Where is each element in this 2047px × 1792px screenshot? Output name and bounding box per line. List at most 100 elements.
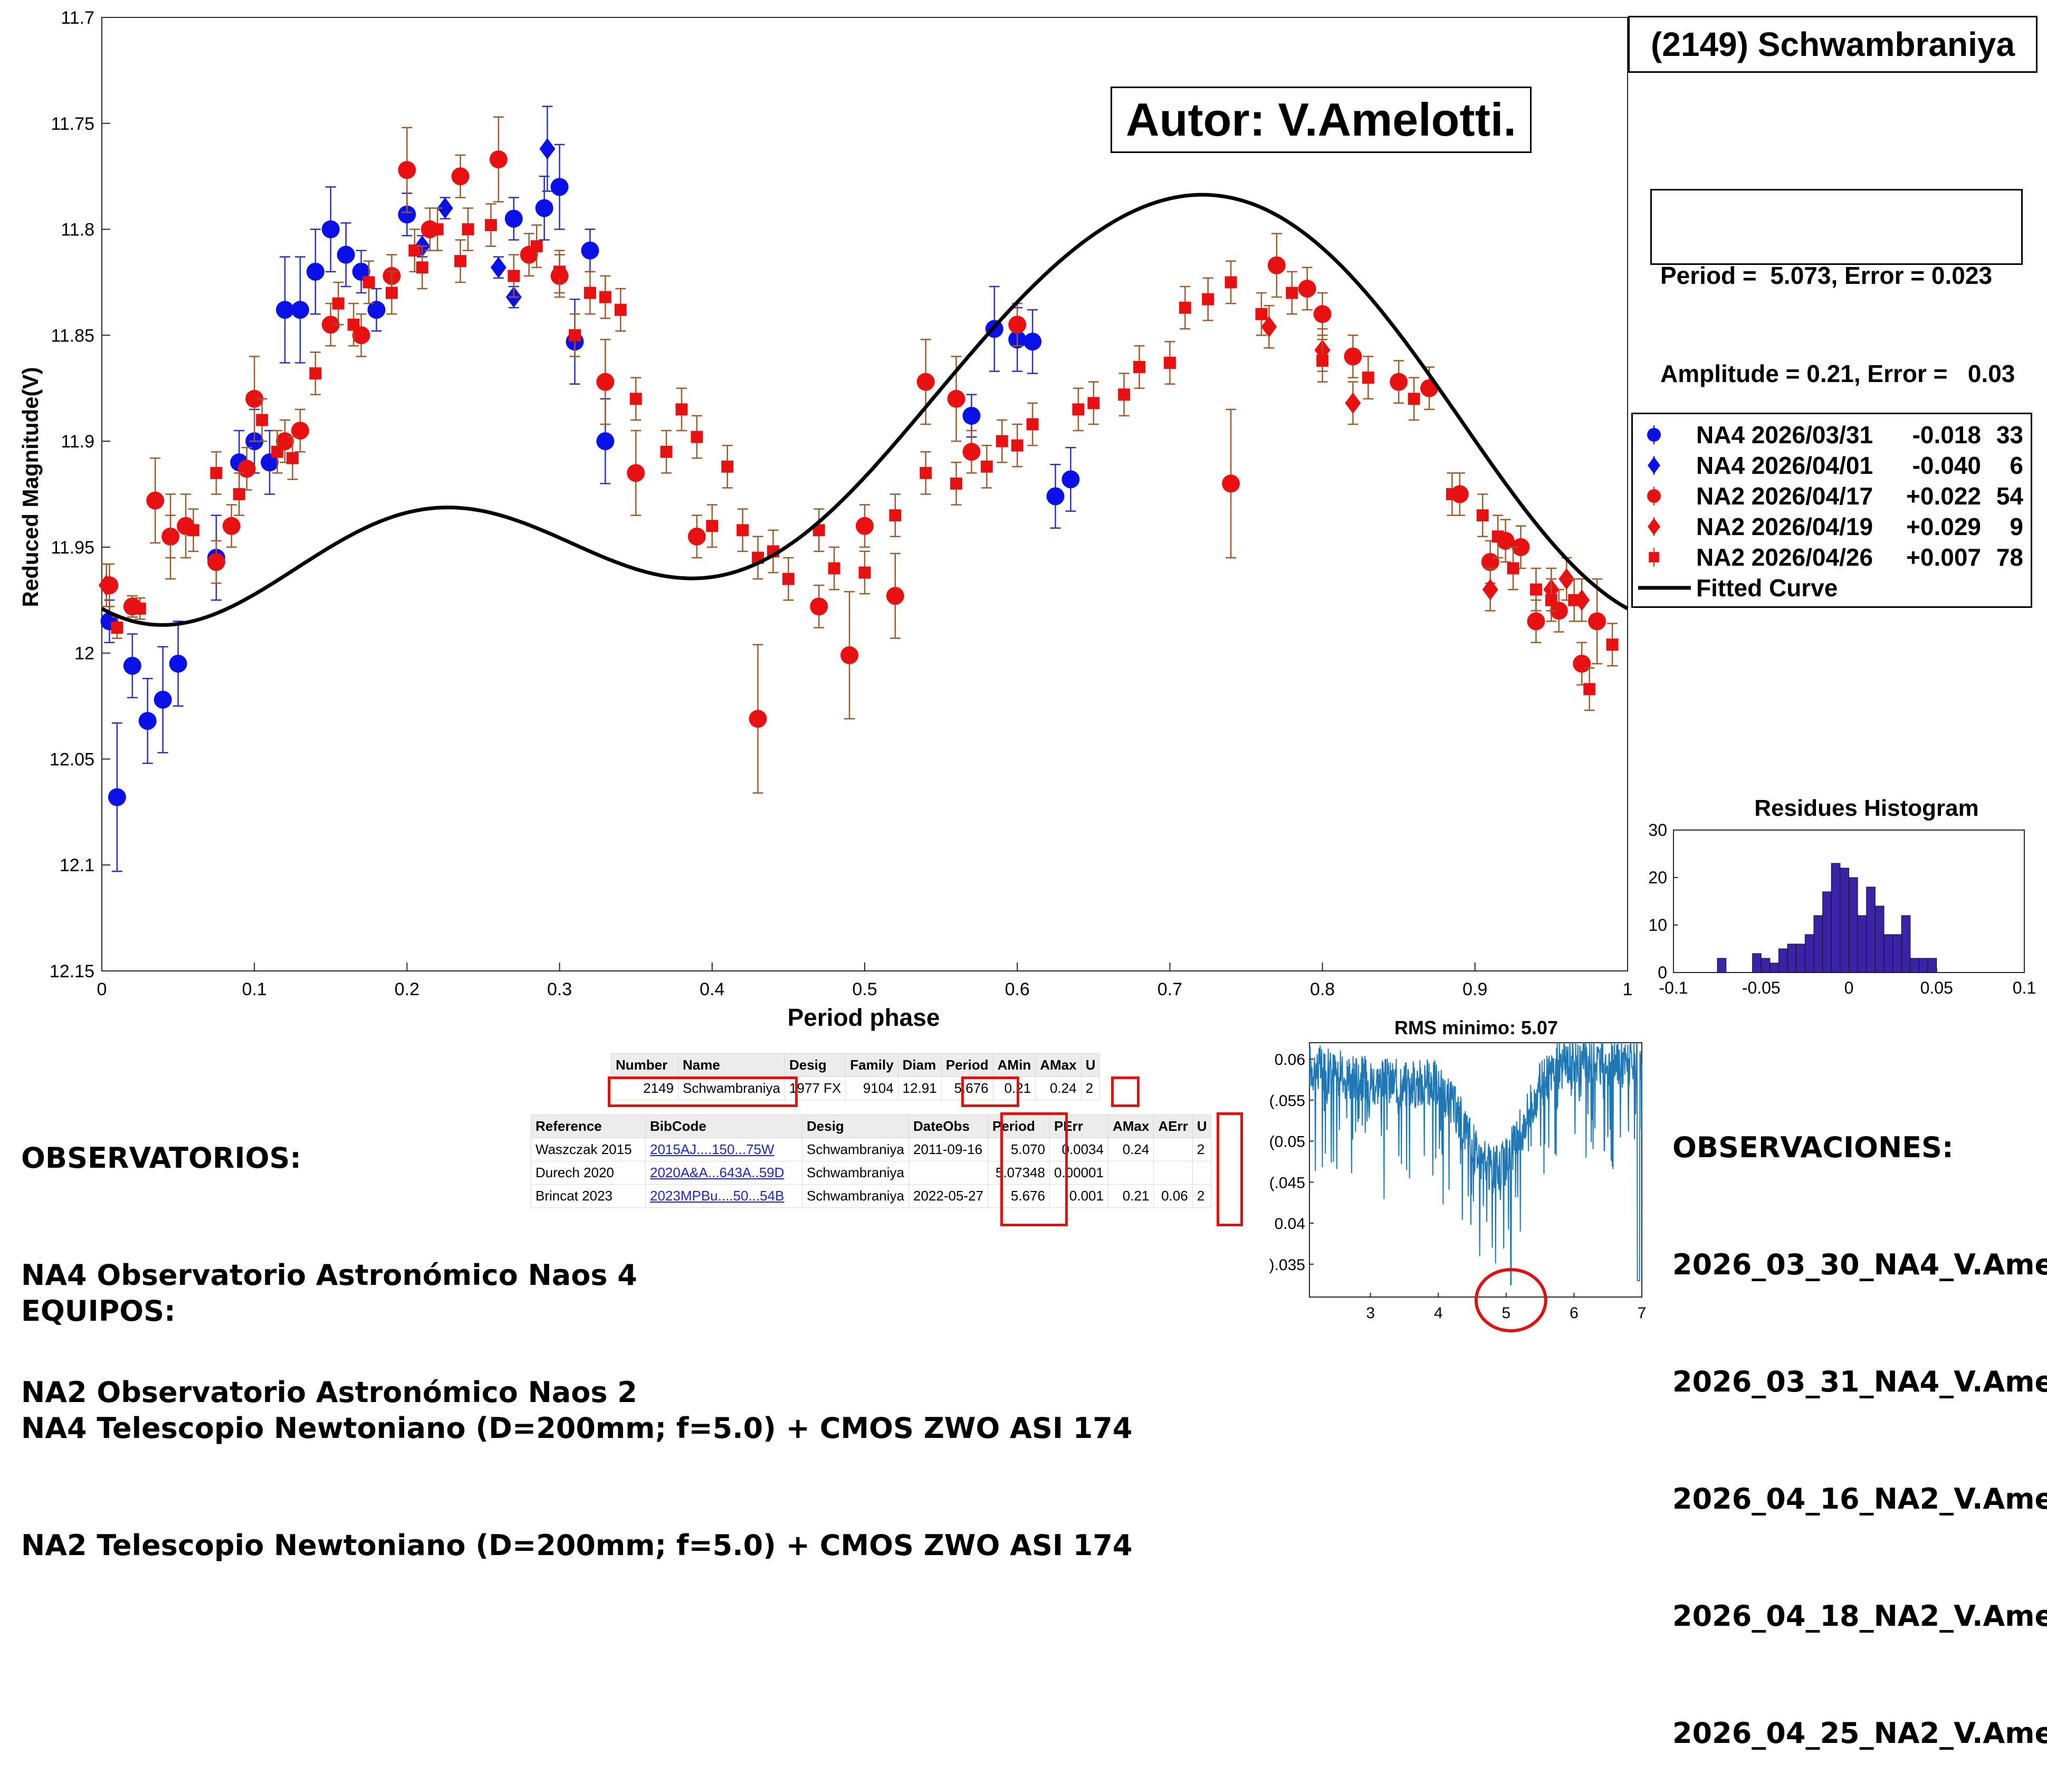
y-tick-label: (0.05 bbox=[1269, 1133, 1305, 1151]
data-point bbox=[169, 654, 187, 673]
table-cell: Schwambraniya bbox=[802, 1184, 909, 1208]
col-header: Family bbox=[845, 1053, 898, 1077]
histogram-bar bbox=[1866, 887, 1876, 973]
bibcode-link[interactable]: 2015AJ....150...75W bbox=[650, 1141, 774, 1157]
data-point bbox=[210, 466, 223, 479]
table-cell bbox=[1153, 1161, 1193, 1185]
data-point bbox=[530, 240, 543, 253]
data-point bbox=[398, 161, 416, 179]
bibcode-link[interactable]: 2020A&A...643A..59D bbox=[650, 1165, 785, 1180]
histogram-bar bbox=[1717, 958, 1727, 973]
data-point bbox=[614, 303, 627, 316]
table-row: Brincat 2023 2023MPBu....50...54B Schwam… bbox=[531, 1184, 1212, 1208]
data-point bbox=[584, 287, 596, 299]
series-na4-2026-03-31 bbox=[100, 144, 1080, 872]
data-point bbox=[347, 318, 360, 331]
legend-series-name: NA4 2026/04/01 bbox=[1696, 452, 1873, 479]
data-point bbox=[321, 220, 340, 239]
table-cell bbox=[1192, 1161, 1212, 1185]
legend-offset: +0.022 bbox=[1906, 482, 1981, 510]
histogram-bar bbox=[1831, 863, 1841, 973]
x-tick-label: 0.9 bbox=[1462, 979, 1487, 999]
data-point bbox=[222, 517, 241, 535]
data-point bbox=[462, 223, 474, 236]
x-tick-label: 1 bbox=[1623, 979, 1633, 999]
histogram-bar bbox=[1883, 934, 1893, 973]
data-point bbox=[164, 530, 177, 543]
data-point bbox=[1549, 602, 1568, 620]
y-tick-label: 30 bbox=[1648, 821, 1667, 840]
data-point bbox=[187, 524, 199, 537]
table-cell: 0.06 bbox=[1153, 1184, 1193, 1208]
bibcode-link[interactable]: 2023MPBu....50...54B bbox=[650, 1188, 785, 1204]
x-tick-label: 0.4 bbox=[700, 979, 724, 999]
data-point bbox=[362, 276, 375, 289]
series-na2-2026-04-17 bbox=[100, 116, 1606, 794]
y-tick-label: 10 bbox=[1648, 916, 1667, 935]
data-point bbox=[810, 597, 828, 616]
x-tick-label: 7 bbox=[1638, 1304, 1647, 1322]
data-point bbox=[1606, 638, 1619, 651]
col-header: Reference bbox=[531, 1114, 646, 1138]
data-point bbox=[1545, 594, 1557, 606]
col-header: AMax bbox=[1035, 1053, 1082, 1077]
data-point bbox=[1390, 373, 1408, 391]
histogram-bar bbox=[1752, 953, 1762, 973]
table-cell: 2011-09-16 bbox=[908, 1138, 988, 1161]
data-point bbox=[660, 445, 673, 458]
data-point bbox=[1133, 361, 1146, 374]
x-tick-label: -0.1 bbox=[1659, 978, 1688, 997]
y-tick-label: 11.85 bbox=[51, 326, 94, 346]
observations-section: OBSERVACIONES: 2026_03_30_NA4_V.Amelotti… bbox=[1672, 1050, 2047, 1792]
author-label: Autor: V.Amelotti. bbox=[1111, 87, 1532, 153]
y-tick-label: 20 bbox=[1648, 868, 1667, 887]
data-point bbox=[856, 517, 874, 535]
data-point bbox=[1024, 332, 1042, 351]
data-point bbox=[1313, 305, 1332, 323]
col-header: BibCode bbox=[645, 1114, 802, 1138]
equipment-heading: EQUIPOS: bbox=[21, 1294, 176, 1328]
col-header: AMin bbox=[992, 1053, 1036, 1077]
data-point bbox=[451, 167, 470, 186]
table-cell: 12.91 bbox=[897, 1076, 942, 1100]
data-point bbox=[858, 566, 871, 579]
data-point bbox=[1345, 392, 1361, 414]
histogram-bar bbox=[1919, 958, 1928, 973]
histogram-bar bbox=[1892, 934, 1902, 973]
observation-line: 2026_03_30_NA4_V.Amelotti bbox=[1672, 1248, 2047, 1281]
data-point bbox=[133, 602, 146, 615]
legend-offset: +0.029 bbox=[1906, 513, 1981, 540]
data-point bbox=[687, 527, 706, 546]
data-point bbox=[706, 520, 719, 532]
data-point bbox=[1261, 316, 1277, 338]
y-tick-label: (.045 bbox=[1269, 1174, 1305, 1192]
data-point bbox=[749, 710, 767, 728]
x-tick-label: 4 bbox=[1434, 1304, 1443, 1322]
data-point bbox=[627, 464, 645, 482]
chart-legend: NA4 2026/03/31 -0.018 33 NA4 2026/04/01 … bbox=[1631, 413, 2032, 608]
data-point bbox=[431, 223, 444, 236]
x-tick-label: 6 bbox=[1570, 1304, 1579, 1322]
data-point bbox=[1649, 552, 1659, 563]
data-point bbox=[1512, 538, 1530, 556]
data-point bbox=[1072, 403, 1085, 416]
histogram-bar bbox=[1857, 915, 1867, 973]
col-header: AErr bbox=[1153, 1114, 1193, 1138]
legend-offset: -0.018 bbox=[1912, 421, 1981, 449]
data-point bbox=[337, 245, 355, 264]
series-na4-2026-04-01 bbox=[414, 106, 556, 309]
data-point bbox=[1362, 371, 1374, 384]
data-point bbox=[111, 622, 123, 634]
table-cell: 0.21 bbox=[992, 1076, 1036, 1100]
observation-line: 2026_04_16_NA2_V.Amelotti bbox=[1672, 1482, 2047, 1515]
legend-item: NA2 2026/04/17 +0.022 54 bbox=[1633, 481, 2023, 511]
table-cell: 5.676 bbox=[941, 1076, 993, 1100]
data-point bbox=[291, 301, 309, 319]
data-point bbox=[245, 389, 264, 408]
data-point bbox=[950, 477, 962, 490]
table-cell bbox=[1107, 1161, 1154, 1185]
data-point bbox=[1344, 347, 1362, 366]
data-point bbox=[1476, 509, 1489, 522]
data-point bbox=[1491, 530, 1504, 543]
data-point bbox=[1225, 276, 1237, 289]
